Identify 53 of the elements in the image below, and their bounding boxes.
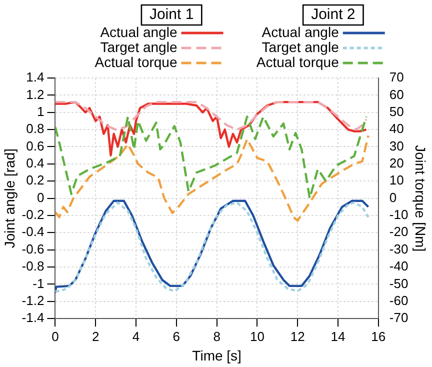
line-series (55, 100, 368, 131)
y-tick-label: 0.6 (26, 138, 44, 154)
x-tick-label: 8 (213, 328, 220, 344)
y2-tick-label: -50 (389, 276, 408, 291)
y2-tick-label: -30 (389, 241, 408, 256)
y2-tick-label: 70 (389, 70, 404, 85)
y2-tick-label: -20 (389, 224, 408, 240)
y-tick-label: -0.2 (22, 207, 44, 222)
legend-label: Target angle (100, 38, 178, 55)
x-tick-label: 0 (52, 328, 59, 344)
legend-label: Actual torque (256, 54, 340, 70)
y-tick-label: -1 (32, 276, 44, 291)
y-tick-label: -0.4 (22, 224, 44, 240)
y2-tick-label: 50 (389, 104, 404, 119)
legend-label: Target angle (262, 38, 340, 55)
line-series (55, 116, 368, 200)
y2-tick-label: 60 (389, 86, 404, 102)
y2-tick-label: -70 (389, 310, 408, 326)
y-tick-label: -1.4 (22, 310, 44, 326)
y2-tick-label: 30 (389, 138, 404, 154)
legend-label: Actual angle (262, 24, 340, 40)
legend-label: Actual torque (94, 54, 178, 70)
x-tick-label: 6 (172, 328, 180, 344)
x-axis-title: Time [s] (192, 347, 242, 364)
x-tick-label: 12 (290, 328, 305, 344)
y-axis-title: Joint angle [rad] (1, 148, 18, 248)
y2-tick-label: 20 (389, 156, 404, 171)
y2-tick-label: 40 (389, 121, 404, 136)
x-tick-label: 2 (92, 328, 100, 344)
y-tick-label: 0.4 (26, 156, 44, 171)
y-tick-label: -0.6 (22, 241, 44, 256)
text: Joint 1 (149, 6, 194, 24)
y2-tick-label: -10 (389, 207, 408, 222)
x-tick-label: 10 (250, 328, 264, 344)
y-tick-label: 1.2 (26, 86, 44, 102)
y-tick-label: 1.4 (26, 70, 44, 85)
y2-tick-label: -60 (389, 292, 408, 308)
x-tick-label: 14 (330, 328, 346, 344)
y2-tick-label: -40 (389, 258, 408, 274)
y-tick-label: 0.2 (26, 172, 44, 188)
y-tick-label: -0.8 (22, 258, 44, 274)
text: Joint 2 (311, 6, 356, 24)
y2-tick-label: 0 (389, 190, 397, 205)
x-tick-label: 16 (371, 328, 386, 344)
line-series (55, 134, 370, 222)
y-tick-label: -1.2 (22, 292, 44, 308)
x-tick-label: 4 (132, 328, 140, 344)
y-tick-label: 0 (36, 190, 44, 205)
y2-axis-title: Joint torque [Nm] (412, 144, 429, 252)
y2-tick-label: 10 (389, 172, 404, 188)
legend-label: Actual angle (100, 24, 178, 40)
y-tick-label: 1 (36, 104, 44, 119)
y-tick-label: 0.8 (26, 121, 44, 136)
